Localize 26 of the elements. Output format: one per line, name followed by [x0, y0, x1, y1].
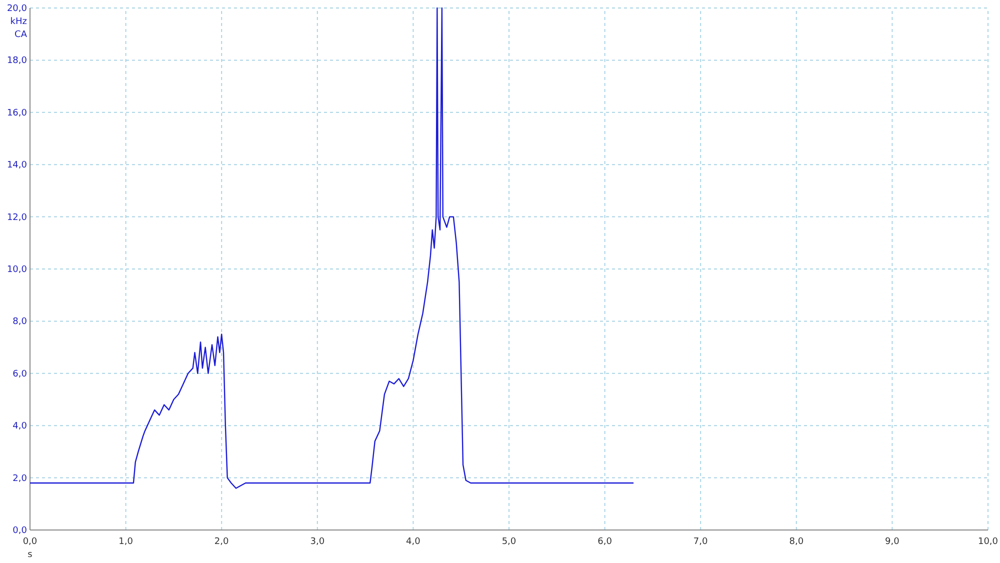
x-tick-label: 7,0 — [693, 537, 708, 547]
x-tick-label: 3,0 — [310, 537, 325, 547]
y-tick-label: 0,0 — [12, 526, 28, 536]
x-tick-label: 1,0 — [118, 537, 134, 547]
y-axis-title: kHz — [10, 17, 28, 27]
line-series — [29, 7, 634, 489]
x-tick-label: 5,0 — [502, 537, 516, 547]
text: CA — [14, 30, 28, 40]
x-axis-title: s — [28, 550, 33, 560]
y-tick-label: 16,0 — [6, 108, 28, 118]
y-tick-label: 14,0 — [6, 160, 28, 171]
y-tick-label: 20,0 — [6, 4, 28, 14]
y-tick-label: 6,0 — [12, 369, 28, 380]
x-tick-label: 4,0 — [406, 537, 421, 547]
x-tick-label: 2,0 — [214, 537, 230, 547]
y-tick-label: 8,0 — [12, 317, 28, 328]
y-tick-label: 12,0 — [6, 212, 28, 223]
y-tick-label: 4,0 — [12, 422, 28, 432]
y-tick-label: 18,0 — [6, 56, 28, 66]
y-tick-label: 2,0 — [12, 474, 28, 484]
x-tick-label: 8,0 — [789, 537, 804, 547]
x-tick-label: 9,0 — [885, 537, 900, 547]
x-tick-label: 6,0 — [598, 537, 612, 547]
x-tick-label: 0,0 — [22, 537, 38, 547]
y-tick-label: 10,0 — [6, 265, 28, 275]
x-tick-label: 10,0 — [978, 537, 998, 547]
